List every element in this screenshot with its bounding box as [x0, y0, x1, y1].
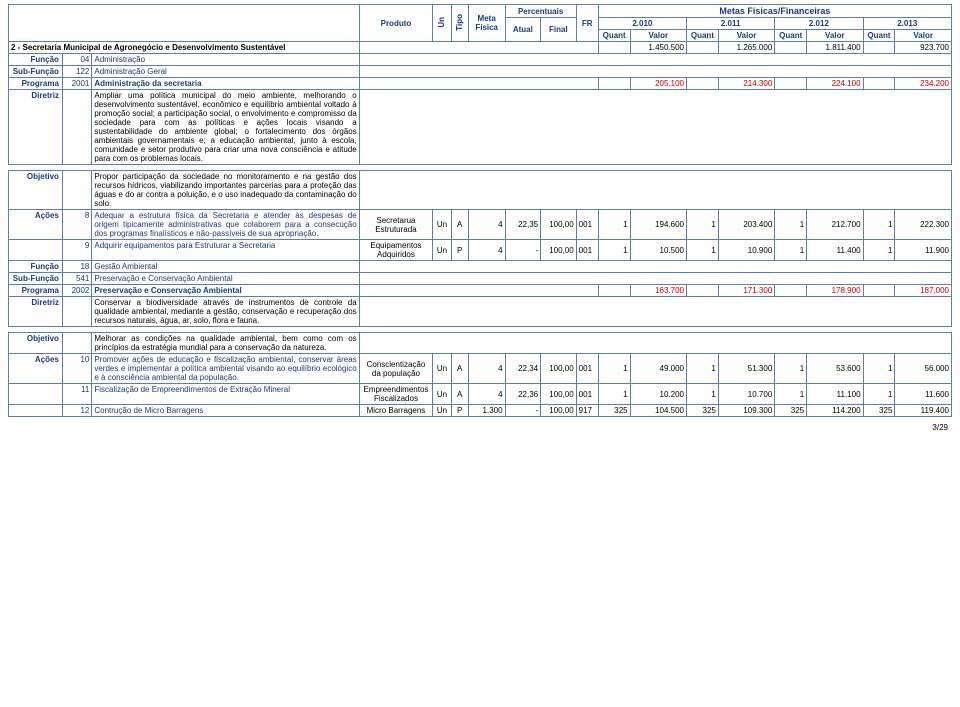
budget-table: Produto Un Tipo Meta Física Percentuais …: [8, 4, 952, 417]
col-fr: FR: [576, 5, 598, 42]
programa-row: Programa 2002 Preservação e Conservação …: [9, 285, 952, 297]
page-number: 3/29: [0, 417, 960, 438]
acao-row: Ações 10 Promover ações de educação e fi…: [9, 354, 952, 384]
col-2011: 2.011: [687, 18, 775, 30]
col-meta: Meta Física: [468, 5, 505, 42]
col-2010: 2.010: [598, 18, 686, 30]
col-percentuais: Percentuais: [505, 5, 576, 18]
acao-row: 12 Contrução de Micro Barragens Micro Ba…: [9, 405, 952, 417]
objetivo-row: Objetivo Propor participação da sociedad…: [9, 171, 952, 210]
diretriz-row: Diretriz Conservar a biodiversidade atra…: [9, 297, 952, 327]
col-un: Un: [437, 17, 446, 28]
col-atual: Atual: [505, 18, 541, 42]
subfuncao-row: Sub-Função 122 Administração Geral: [9, 66, 952, 78]
section-title: 2 - Secretaria Municipal de Agronegócio …: [9, 42, 360, 54]
col-final: Final: [541, 18, 577, 42]
section-row: 2 - Secretaria Municipal de Agronegócio …: [9, 42, 952, 54]
col-produto: Produto: [359, 5, 433, 42]
col-tipo: Tipo: [455, 14, 464, 31]
diretriz-text: Ampliar uma política municipal do meio a…: [92, 90, 359, 165]
col-2012: 2.012: [775, 18, 863, 30]
objetivo-text: Propor participação da sociedade no moni…: [92, 171, 359, 210]
subfuncao-row: Sub-Função 541 Preservação e Conservação…: [9, 273, 952, 285]
funcao-row: Função 04 Administração: [9, 54, 952, 66]
funcao-row: Função 18 Gestão Ambiental: [9, 261, 952, 273]
acao-row: 11 Fiscalização de Empreendimentos de Ex…: [9, 384, 952, 405]
col-metas: Metas Físicas/Financeiras: [598, 5, 951, 18]
acao-row: Ações 8 Adequar a estrutura física da Se…: [9, 210, 952, 240]
objetivo-row: Objetivo Melhorar as condições na qualid…: [9, 333, 952, 354]
programa-row: Programa 2001 Administração da secretari…: [9, 78, 952, 90]
diretriz-row: Diretriz Ampliar uma política municipal …: [9, 90, 952, 165]
acao-row: 9 Adquirir equipamentos para Estruturar …: [9, 240, 952, 261]
col-2013: 2.013: [863, 18, 951, 30]
